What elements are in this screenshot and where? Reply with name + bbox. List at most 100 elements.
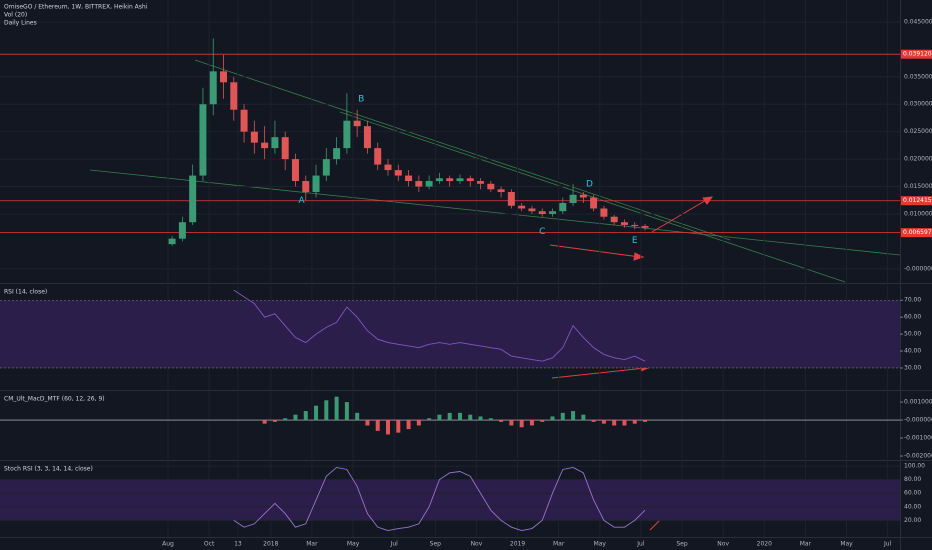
x-tick-label: Mar [800,541,812,548]
annotation: B [358,94,364,104]
hist-bar [632,420,637,424]
candle-body [641,226,649,228]
x-tick-label: Jul [390,541,399,548]
price-tag-label: 0.01241527 [903,197,932,204]
hist-bar [406,420,411,430]
x-tick-label: Jul [883,541,892,548]
annotation: E [632,236,638,246]
y-tick-label: 40.00 [904,503,921,510]
candle-body [271,137,279,149]
candle-body [333,148,341,160]
panel-title: RSI (14, close) [4,289,47,296]
line [233,289,646,362]
candle-body [600,208,608,217]
hist-bar [293,414,298,421]
y-tick-label: 30.00 [904,364,921,371]
line [233,466,646,532]
annotation: A [299,196,306,206]
hist-bar [468,414,473,421]
candle-body [312,175,320,193]
candle-body [291,159,299,182]
hist-bar [622,420,627,426]
y-tick-label: 40.00 [904,348,921,355]
band [0,479,900,521]
candle-body [435,178,443,182]
price-tag-label: 0.00659704 [903,229,932,236]
hist-bar [303,411,308,421]
candle-body [620,222,628,225]
y-tick-label: 60.00 [904,490,921,497]
candle-body [281,137,289,160]
y-tick-label: 0.02000000 [904,156,932,163]
price-tag [901,196,932,206]
hist-bar [457,412,462,421]
hist-bar [334,396,339,421]
annotation: D [586,179,593,189]
hist-bar [519,420,524,428]
y-tick-label: 80.00 [904,476,921,483]
x-tick-label: 2019 [510,541,525,548]
hist-bar [396,420,401,433]
panel-subtitle: Vol (20) [4,12,27,19]
y-tick-label: 50.00 [904,331,921,338]
y-tick-label: -0.00000000 [904,265,932,272]
candle-body [549,211,557,214]
candle-body [487,183,495,190]
candle-body [477,181,485,184]
candle-body [590,197,598,209]
x-tick-label: Jul [636,541,645,548]
price-tag [901,228,932,238]
hist-bar [591,420,596,422]
hist-bar [499,420,504,422]
candle-body [322,159,330,176]
candle-body [405,175,413,182]
y-tick-label: 0.03000000 [904,101,932,108]
candle-body [363,126,371,149]
price-tag [901,49,932,59]
x-tick-label: May [347,541,360,548]
candle-body [261,142,269,149]
candle-body [497,189,505,193]
y-tick-label: 20.00 [904,517,921,524]
y-tick-label: 100.00 [904,463,925,470]
price-tag-label: 0.03912050 [903,51,932,58]
y-tick-label: 0.01500000 [904,183,932,190]
panel-title: Stoch RSI (3, 3, 14, 14, close) [4,466,93,473]
y-tick-label: -0.00000000 [904,417,932,424]
candle-body [528,208,536,212]
hist-bar [529,420,534,426]
x-tick-label: Mar [306,541,318,548]
candle-body [353,120,361,127]
x-tick-label: Mar [553,541,565,548]
candle-body [220,71,228,83]
candle-body [559,202,567,212]
x-tick-label: May [840,541,853,548]
hist-bar [344,402,349,421]
hist-bar [427,418,432,421]
y-tick-label: 70.00 [904,297,921,304]
hist-bar [478,416,483,421]
candle-body [466,178,474,182]
x-tick-label: Sep [676,541,688,548]
panel: 0.04500000 0.03500000 0.03000000 0.02500000… [0,4,932,272]
hist-bar [612,420,617,426]
hist-bar [601,420,606,424]
candle-body [415,181,423,187]
candle-body [240,109,248,132]
hist-bar [581,414,586,421]
panel: 70.00 60.00 50.00 40.00 30.00 RSI (14, close) [0,289,921,371]
x-tick-label: 13 [234,541,242,548]
candle-body [374,148,382,165]
candle-body [302,181,310,193]
y-tick-label: 0.00100000 [904,399,932,406]
x-tick-label: 2018 [263,541,278,548]
panel: 0.00100000 -0.00000000 -0.00100000 -0.00200… [0,396,932,460]
candle-body [507,192,515,206]
hist-bar [314,405,319,421]
hist-bar [447,412,452,421]
candle-body [178,222,186,239]
hist-bar [355,412,360,421]
hist-bar [375,420,380,431]
candle-body [425,181,433,187]
